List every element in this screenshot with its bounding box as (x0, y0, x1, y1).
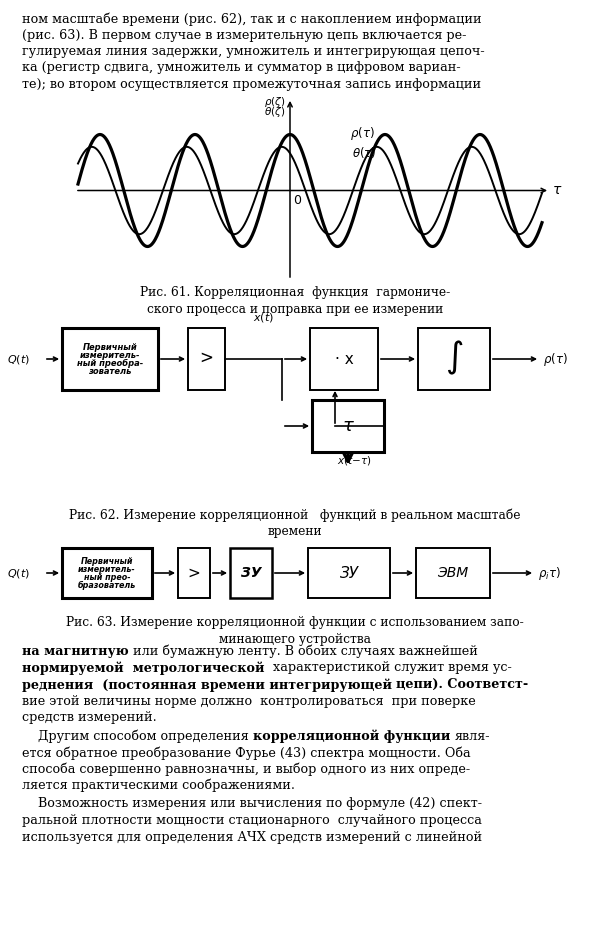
Text: $\rho(\zeta)$: $\rho(\zeta)$ (264, 95, 285, 109)
Bar (62, 328, 158, 390)
Text: Первичный: Первичный (81, 557, 133, 566)
Text: реднения  (постоянная времени интегрирующей: реднения (постоянная времени интегрирующ… (22, 678, 396, 692)
Text: вие этой величины норме должно  контролироваться  при поверке: вие этой величины норме должно контролир… (22, 694, 476, 707)
Text: $\tau$: $\tau$ (342, 417, 355, 435)
Text: или бумажную ленту. В обоих случаях важнейшей: или бумажную ленту. В обоих случаях важн… (133, 645, 478, 658)
Text: гулируемая линия задержки, умножитель и интегрирующая цепоч-: гулируемая линия задержки, умножитель и … (22, 45, 484, 58)
Bar (418, 328, 490, 390)
Text: ка (регистр сдвига, умножитель и сумматор в цифровом вариан-: ка (регистр сдвига, умножитель и суммато… (22, 61, 461, 74)
Bar (310, 328, 378, 390)
Text: ный преобра-: ный преобра- (77, 358, 143, 368)
Text: $x(t{-}\tau)$: $x(t{-}\tau)$ (337, 454, 372, 467)
Text: те); во втором осуществляется промежуточная запись информации: те); во втором осуществляется промежуточ… (22, 78, 481, 91)
Text: $\theta(\zeta)$: $\theta(\zeta)$ (264, 105, 285, 119)
Bar (62, 548, 152, 598)
Bar (178, 548, 210, 598)
Text: корреляционной функции: корреляционной функции (253, 730, 455, 743)
Text: ского процесса и поправка при ее измерении: ского процесса и поправка при ее измерен… (147, 303, 443, 316)
Text: ЭВМ: ЭВМ (437, 566, 468, 580)
Text: Рис. 63. Измерение корреляционной функции с использованием запо-: Рис. 63. Измерение корреляционной функци… (66, 616, 524, 629)
Text: зователь: зователь (88, 367, 132, 376)
Text: измеритель-: измеритель- (78, 565, 136, 573)
Bar (230, 548, 272, 598)
Text: цепи). Соответст-: цепи). Соответст- (396, 678, 529, 691)
Text: Рис. 61. Корреляционная  функция  гармониче-: Рис. 61. Корреляционная функция гармонич… (140, 286, 450, 299)
Text: $\rho_i\tau)$: $\rho_i\tau)$ (538, 565, 560, 582)
Text: $Q(t)$: $Q(t)$ (7, 353, 30, 366)
Bar (312, 400, 384, 452)
Text: способа совершенно равнозначны, и выбор одного из них опреде-: способа совершенно равнозначны, и выбор … (22, 762, 470, 776)
Text: (рис. 63). В первом случае в измерительную цепь включается ре-: (рис. 63). В первом случае в измерительн… (22, 29, 466, 42)
Text: $Q(t)$: $Q(t)$ (7, 567, 30, 580)
Text: времени: времени (268, 524, 322, 537)
Text: ется обратное преобразование Фурье (43) спектра мощности. Оба: ется обратное преобразование Фурье (43) … (22, 746, 471, 759)
Text: Возможность измерения или вычисления по формуле (42) спект-: Возможность измерения или вычисления по … (38, 797, 482, 810)
Text: · x: · x (335, 352, 353, 367)
Text: ный прео-: ный прео- (84, 572, 130, 582)
Bar (188, 328, 225, 390)
Text: Другим способом определения: Другим способом определения (38, 730, 253, 743)
Text: $\theta(\tau)$: $\theta(\tau)$ (352, 145, 376, 160)
Bar (416, 548, 490, 598)
Text: ЗУ: ЗУ (241, 566, 261, 580)
Text: средств измерений.: средств измерений. (22, 711, 157, 724)
Text: явля-: явля- (455, 730, 490, 743)
Bar (308, 548, 390, 598)
Text: используется для определения АЧХ средств измерений с линейной: используется для определения АЧХ средств… (22, 831, 482, 844)
Text: характеристикой служит время ус-: характеристикой служит время ус- (269, 661, 512, 674)
Text: 0: 0 (293, 194, 301, 207)
Text: Рис. 62. Измерение корреляционной   функций в реальном масштабе: Рис. 62. Измерение корреляционной функци… (69, 508, 521, 521)
Text: $\tau$: $\tau$ (552, 183, 562, 197)
Text: >: > (188, 566, 201, 581)
Text: $\rho(\tau)$: $\rho(\tau)$ (350, 124, 375, 142)
Text: $x(t)$: $x(t)$ (253, 311, 274, 324)
Text: ляется практическими соображениями.: ляется практическими соображениями. (22, 779, 295, 793)
Text: на магнитную: на магнитную (22, 645, 133, 658)
Text: ном масштабе времени (рис. 62), так и с накоплением информации: ном масштабе времени (рис. 62), так и с … (22, 12, 481, 26)
Text: нормируемой  метрологической: нормируемой метрологической (22, 661, 269, 675)
Text: минающего устройства: минающего устройства (219, 632, 371, 645)
Text: >: > (199, 349, 214, 367)
Text: измеритель-: измеритель- (80, 351, 140, 359)
Text: Первичный: Первичный (83, 343, 137, 352)
Text: $\int$: $\int$ (445, 339, 463, 377)
Text: ЗУ: ЗУ (339, 566, 359, 581)
Text: ральной плотности мощности стационарного  случайного процесса: ральной плотности мощности стационарного… (22, 814, 482, 827)
Text: бразователь: бразователь (78, 581, 136, 590)
Text: $\rho(\tau)$: $\rho(\tau)$ (543, 351, 568, 368)
